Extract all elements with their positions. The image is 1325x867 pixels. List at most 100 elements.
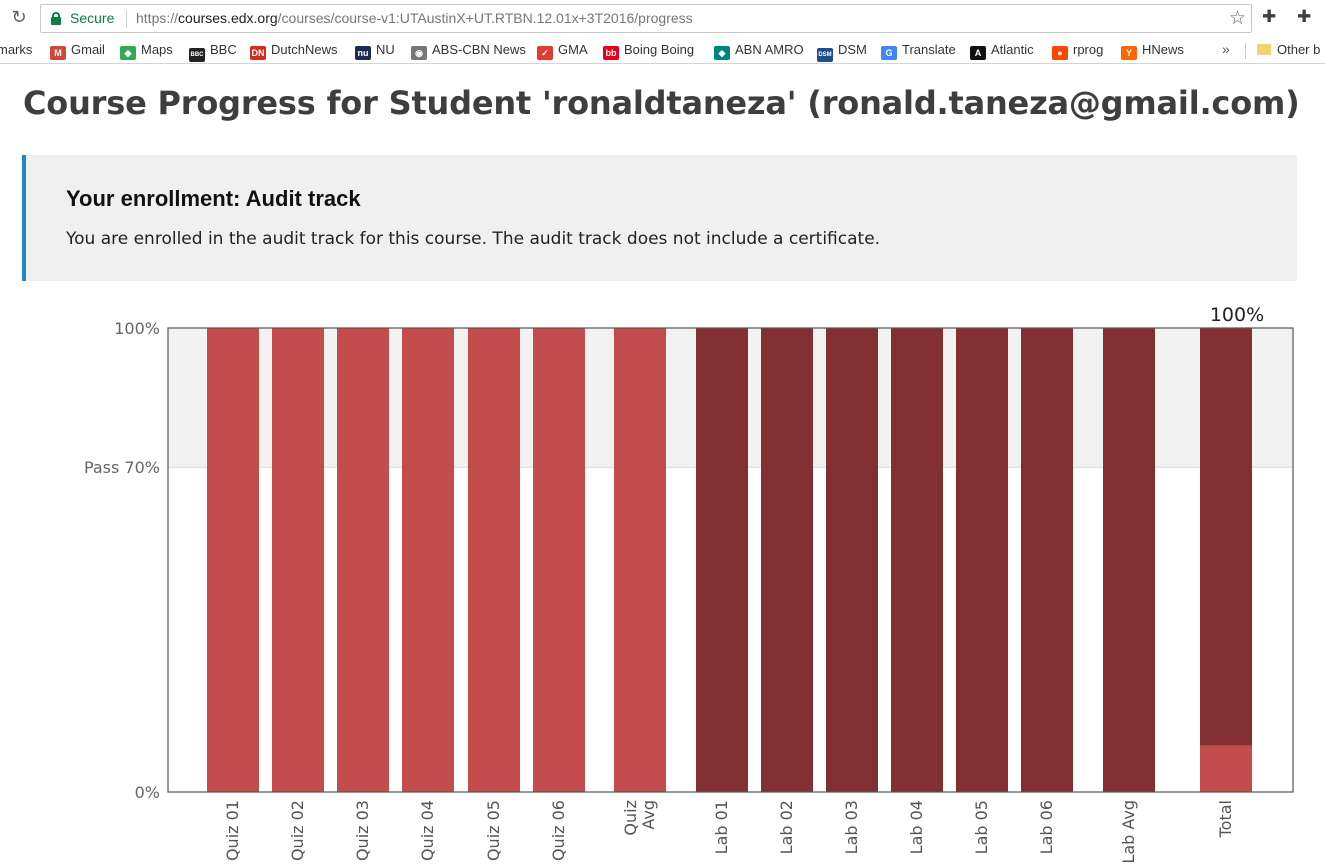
- bookmark-favicon-icon: ✓: [537, 46, 553, 60]
- x-tick-label: Lab 06: [1037, 800, 1056, 854]
- bookmark-label: Atlantic: [991, 42, 1034, 57]
- bookmarks-bar: » Other b marks M Gmail ◆ Maps BBC BBC DN DutchN…: [0, 37, 1325, 64]
- y-tick-label: 100%: [114, 319, 160, 338]
- bookmark-label: ABN AMRO: [735, 42, 804, 57]
- bookmark-favicon-icon: ◆: [714, 46, 730, 60]
- bookmark-nu[interactable]: nu NU: [355, 41, 395, 60]
- bookmark-label: DutchNews: [271, 42, 338, 57]
- x-tick-label: Lab Avg: [1119, 800, 1138, 864]
- bar-quiz-01: [207, 328, 259, 792]
- bookmark-label: Translate: [902, 42, 956, 57]
- page-title: Course Progress for Student 'ronaldtanez…: [23, 84, 1300, 122]
- enrollment-text: You are enrolled in the audit track for …: [66, 229, 881, 249]
- bookmark-bbc[interactable]: BBC BBC: [189, 41, 237, 62]
- bookmark-rprog[interactable]: ● rprog: [1052, 41, 1104, 60]
- bookmark-label: Boing Boing: [624, 42, 695, 57]
- x-tick-label: Lab 02: [777, 800, 796, 854]
- total-value-label: 100%: [1210, 304, 1264, 326]
- bookmarks-divider: [1245, 43, 1246, 59]
- other-bookmarks-label: Other b: [1277, 42, 1321, 57]
- bookmarks-overflow-chevron-icon[interactable]: »: [1222, 41, 1230, 57]
- y-tick-label: Pass 70%: [84, 458, 160, 477]
- bookmark-favicon-icon: G: [881, 46, 897, 60]
- bookmark-label: Maps: [141, 42, 173, 57]
- plot-frame: [167, 327, 1294, 793]
- omnibox-divider: [126, 10, 127, 28]
- bookmark-gma[interactable]: ✓ GMA: [537, 41, 588, 60]
- y-tick-label: 0%: [135, 783, 160, 802]
- x-tick-label: Quiz 01: [223, 800, 242, 861]
- url-path: /courses/course-v1:UTAustinX+UT.RTBN.12.…: [277, 10, 693, 26]
- bookmark-favicon-icon: M: [50, 46, 66, 60]
- bookmark-marks[interactable]: marks: [0, 41, 32, 59]
- folder-icon: [1257, 44, 1271, 55]
- bookmark-star-icon[interactable]: ☆: [1229, 7, 1247, 29]
- reload-icon[interactable]: ↻: [11, 7, 27, 28]
- url-host: courses.edx.org: [178, 10, 278, 26]
- extension-puzzle-icon[interactable]: ✚: [1262, 7, 1277, 27]
- url-text[interactable]: https://courses.edx.org/courses/course-v…: [136, 10, 693, 26]
- bookmark-dutchnews[interactable]: DN DutchNews: [250, 41, 338, 60]
- bookmark-favicon-icon: BBC: [189, 48, 205, 62]
- bookmark-favicon-icon: DSM: [817, 48, 833, 62]
- x-tick-label: Lab 05: [972, 800, 991, 854]
- bar-lab-04: [891, 328, 943, 792]
- bookmark-label: ABS-CBN News: [432, 42, 526, 57]
- other-bookmarks-folder[interactable]: Other b: [1257, 41, 1320, 59]
- bookmark-favicon-icon: A: [970, 46, 986, 60]
- extension-puzzle-icon-2[interactable]: ✚: [1297, 7, 1312, 27]
- bar-lab-05: [956, 328, 1008, 792]
- x-tick-label: Quiz 05: [484, 800, 503, 861]
- enrollment-heading: Your enrollment: Audit track: [66, 186, 361, 211]
- bookmark-favicon-icon: Y: [1121, 46, 1137, 60]
- bar-quiz-avg: [614, 328, 666, 792]
- x-tick-label: Quiz 06: [549, 800, 568, 861]
- x-tick-label: Quiz 03: [353, 800, 372, 861]
- bookmark-favicon-icon: DN: [250, 46, 266, 60]
- bar-lab-02: [761, 328, 813, 792]
- bar-lab-avg: [1103, 328, 1155, 792]
- x-tick-label: Quiz 04: [418, 800, 437, 861]
- bookmark-translate[interactable]: G Translate: [881, 41, 956, 60]
- bookmark-maps[interactable]: ◆ Maps: [120, 41, 173, 60]
- bookmark-favicon-icon: ◆: [120, 46, 136, 60]
- bookmark-label: BBC: [210, 42, 237, 57]
- address-bar[interactable]: Secure https://courses.edx.org/courses/c…: [40, 4, 1252, 33]
- bookmark-label: DSM: [838, 42, 867, 57]
- progress-chart: 100% Pass 70% 0% Quiz 01 Quiz 02 Quiz 03 Quiz …: [84, 304, 1294, 864]
- url-scheme: https://: [136, 10, 179, 26]
- x-tick-label: Total: [1216, 800, 1235, 838]
- browser-toolbar: ↻ Secure https://courses.edx.org/courses…: [0, 0, 1325, 37]
- bookmark-label: GMA: [558, 42, 588, 57]
- bookmark-label: NU: [376, 42, 395, 57]
- bookmark-atlantic[interactable]: A Atlantic: [970, 41, 1034, 60]
- bar-lab-03: [826, 328, 878, 792]
- bookmark-hnews[interactable]: Y HNews: [1121, 41, 1184, 60]
- bookmark-favicon-icon: nu: [355, 46, 371, 60]
- bar-lab-06: [1021, 328, 1073, 792]
- bar-total-lab: [1200, 328, 1252, 746]
- bar-quiz-03: [337, 328, 389, 792]
- bookmark-favicon-icon: ◉: [411, 46, 427, 60]
- bar-quiz-05: [468, 328, 520, 792]
- bar-lab-01: [696, 328, 748, 792]
- bookmark-gmail[interactable]: M Gmail: [50, 41, 105, 60]
- bookmark-favicon-icon: bb: [603, 46, 619, 60]
- lock-icon: [51, 12, 61, 25]
- x-tick-label: Lab 04: [907, 800, 926, 854]
- bar-quiz-02: [272, 328, 324, 792]
- x-tick-label: Lab 03: [842, 800, 861, 854]
- x-tick-label: Lab 01: [712, 800, 731, 854]
- bookmark-dsm[interactable]: DSM DSM: [817, 41, 867, 62]
- bookmark-abs-cbn-news[interactable]: ◉ ABS-CBN News: [411, 41, 526, 60]
- bookmark-label: Gmail: [71, 42, 105, 57]
- bar-quiz-06: [533, 328, 585, 792]
- bookmark-label: HNews: [1142, 42, 1184, 57]
- secure-label: Secure: [70, 10, 115, 26]
- bar-quiz-04: [402, 328, 454, 792]
- x-tick-label: QuizAvg: [621, 800, 658, 836]
- bookmark-abn-amro[interactable]: ◆ ABN AMRO: [714, 41, 804, 60]
- bookmark-label: rprog: [1073, 42, 1104, 57]
- x-tick-label: Quiz 02: [288, 800, 307, 861]
- bookmark-boing-boing[interactable]: bb Boing Boing: [603, 41, 695, 60]
